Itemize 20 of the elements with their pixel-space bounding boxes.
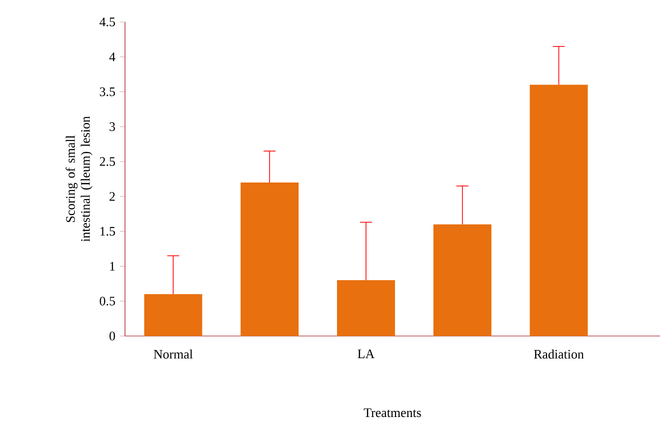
y-tick-label: 0 <box>110 332 115 340</box>
y-tick-label: 4.5 <box>100 18 115 26</box>
y-tick-label: 1 <box>110 262 115 270</box>
y-tick-label: 2 <box>110 192 115 201</box>
y-tick-label: 1.5 <box>100 226 115 236</box>
bar <box>530 84 588 336</box>
y-tick-label: 2.5 <box>100 157 115 166</box>
x-tick-label: Radiation <box>534 350 584 359</box>
bar <box>240 182 299 336</box>
bar <box>433 224 492 336</box>
x-tick-label: Normal <box>154 350 193 359</box>
y-axis-title: Scoring of small intestinal (Ileum) lesion <box>66 116 92 242</box>
y-tick-label: 0.5 <box>100 296 115 306</box>
y-tick-label: 3 <box>110 122 115 132</box>
x-tick-label: LA <box>358 350 375 358</box>
bar <box>336 280 395 336</box>
bar <box>144 294 202 336</box>
y-tick-label: 4 <box>109 52 116 62</box>
y-tick-label: 3.5 <box>100 87 115 96</box>
x-axis-title: Treatments <box>364 408 421 418</box>
